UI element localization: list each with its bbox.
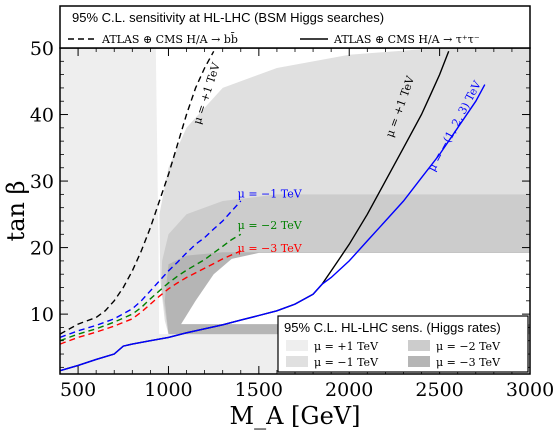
series-line-1 (59, 200, 242, 339)
series-layer (59, 50, 486, 372)
y-tick-label-1: 20 (30, 238, 54, 260)
rates-legend-label-0: μ = +1 TeV (314, 340, 379, 353)
rates-legend-label-2: μ = −2 TeV (436, 340, 501, 353)
rates-legend-swatch-1 (286, 356, 308, 367)
y-tick-label-0: 10 (30, 304, 54, 326)
rates-legend-label-3: μ = −3 TeV (436, 356, 501, 369)
y-tick-label-4: 50 (30, 38, 54, 60)
top-legend-box (59, 5, 531, 49)
x-tick-label-5: 3000 (506, 379, 554, 401)
rates-legend-label-1: μ = −1 TeV (314, 356, 379, 369)
series-line-0 (59, 50, 215, 335)
x-tick-label-4: 2500 (415, 379, 463, 401)
region-mu-plus1 (60, 48, 160, 374)
rates-legend: 95% C.L. HL-LHC sens. (Higgs rates) μ = +… (277, 315, 529, 373)
x-tick-label-2: 1500 (235, 379, 283, 401)
curve-annotation-3: μ = −3 TeV (238, 242, 303, 255)
axes-layer: 500 1000 1500 2000 2500 3000 10 20 30 40 50 M_A [Ge… (2, 38, 554, 430)
top-legend: 95% C.L. sensitivity at HL-LHC (BSM Higg… (59, 5, 531, 49)
y-tick-label-2: 30 (30, 171, 54, 193)
x-axis-label: M_A [GeV] (230, 402, 361, 430)
rates-legend-box (277, 315, 529, 373)
series-line-3 (59, 250, 242, 345)
y-axis-label: tan β (2, 181, 30, 242)
chart-title: 95% C.L. sensitivity at HL-LHC (BSM Higg… (72, 10, 384, 25)
rates-legend-title: 95% C.L. HL-LHC sens. (Higgs rates) (284, 320, 501, 335)
region-allowed (181, 252, 530, 325)
curve-annotation-2: μ = −2 TeV (238, 219, 303, 232)
series-line-5 (59, 84, 486, 372)
rates-legend-swatch-2 (408, 340, 430, 351)
rates-legend-swatch-3 (408, 356, 430, 367)
legend-label-tautau: ATLAS ⊕ CMS H/A → τ⁺τ⁻ (333, 33, 480, 46)
x-tick-label-1: 1000 (144, 379, 192, 401)
curve-annotation-1: μ = −1 TeV (238, 188, 303, 201)
y-tick-label-3: 40 (30, 105, 54, 127)
series-line-2 (59, 233, 242, 342)
x-tick-label-0: 500 (60, 379, 96, 401)
rates-legend-swatch-0 (286, 340, 308, 351)
legend-label-bb: ATLAS ⊕ CMS H/A → bb̄ (101, 33, 238, 46)
x-tick-label-3: 2000 (325, 379, 373, 401)
